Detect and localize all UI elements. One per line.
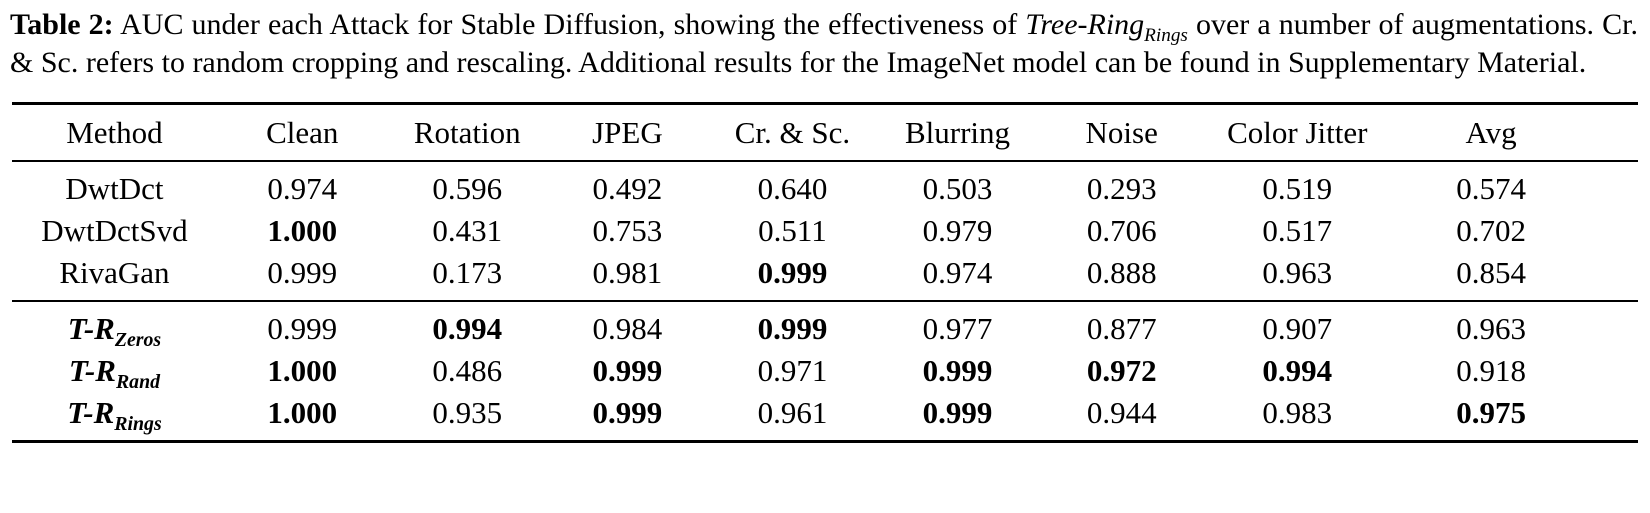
auc-value-cell: 0.596 (432, 171, 503, 206)
auc-value-cell: 0.888 (1086, 255, 1157, 290)
table-row: DwtDct 0.974 0.596 0.492 0.640 0.503 0.293 0.51… (12, 161, 1638, 210)
method-name: DwtDct (65, 171, 164, 206)
table-header-row: Method Clean Rotation JPEG Cr. & Sc. Blu… (12, 103, 1638, 162)
auc-value-cell: 1.000 (267, 213, 338, 248)
table-row: RivaGan 0.999 0.173 0.981 0.999 0.974 0.888 0.9… (12, 252, 1638, 301)
auc-value-cell: 0.999 (592, 395, 663, 430)
method-name-subscript: Rings (114, 413, 162, 436)
table-row: DwtDctSvd 1.000 0.431 0.753 0.511 0.979 0.706 0… (12, 210, 1638, 252)
table-row: T-RRand 1.000 0.486 0.999 0.971 0.999 0.972 0.9… (12, 350, 1638, 392)
auc-value-cell: 0.293 (1086, 171, 1157, 206)
auc-value-cell: 0.574 (1456, 171, 1526, 206)
auc-value-cell: 0.877 (1037, 300, 1206, 350)
auc-value-cell: 0.974 (267, 171, 338, 206)
auc-value-cell: 0.975 (1456, 395, 1526, 430)
method-name: DwtDctSvd (41, 213, 188, 248)
column-header-noise: Noise (1037, 103, 1206, 162)
column-header-clean: Clean (216, 103, 388, 162)
caption-label: Table 2: (10, 8, 114, 41)
auc-value-cell: 0.431 (432, 213, 503, 248)
auc-value-cell: 0.999 (216, 300, 388, 350)
auc-value-cell: 0.994 (1262, 353, 1333, 388)
tree-ring-methods-group: T-RZeros 0.999 0.994 0.984 0.999 0.977 0.877 0.… (12, 300, 1638, 442)
auc-value-cell: 0.702 (1456, 213, 1526, 248)
column-header-method: Method (12, 103, 217, 162)
method-name-subscript: Rand (115, 371, 161, 394)
column-header-avg: Avg (1389, 103, 1638, 162)
auc-value-cell: 0.977 (877, 300, 1038, 350)
auc-value-cell: 0.999 (757, 255, 828, 290)
column-header-blurring: Blurring (877, 103, 1038, 162)
auc-value-cell: 0.492 (592, 171, 663, 206)
column-header-rotation: Rotation (387, 103, 547, 162)
caption-text-before: AUC under each Attack for Stable Diffusi… (113, 8, 1026, 41)
auc-value-cell: 0.981 (592, 255, 663, 290)
table-row: T-RZeros 0.999 0.994 0.984 0.999 0.977 0.877 0.… (12, 300, 1638, 352)
table-caption: Table 2: AUC under each Attack for Stabl… (10, 6, 1638, 82)
auc-value-cell: 0.486 (432, 353, 503, 388)
auc-value-cell: 0.640 (757, 171, 828, 206)
auc-value-cell: 0.983 (1262, 395, 1333, 430)
caption-term: Tree-Ring (1025, 8, 1145, 41)
auc-value-cell: 0.999 (592, 353, 663, 388)
auc-value-cell: 0.979 (922, 213, 993, 248)
auc-value-cell: 0.935 (432, 395, 503, 430)
auc-value-cell: 0.999 (267, 255, 338, 290)
method-name-subscript: Zeros (114, 329, 162, 352)
auc-value-cell: 0.994 (387, 300, 547, 350)
auc-value-cell: 0.517 (1262, 213, 1333, 248)
column-header-color-jitter: Color Jitter (1205, 103, 1390, 162)
auc-value-cell: 0.918 (1456, 353, 1526, 388)
auc-value-cell: 0.963 (1262, 255, 1333, 290)
column-header-jpeg: JPEG (546, 103, 708, 162)
auc-value-cell: 0.984 (546, 300, 708, 350)
table-row: T-RRings 1.000 0.935 0.999 0.961 0.999 0.944 0.… (12, 392, 1638, 442)
auc-value-cell: 0.706 (1086, 213, 1157, 248)
auc-value-cell: 0.971 (757, 353, 828, 388)
column-header-crop-scale: Cr. & Sc. (707, 103, 877, 162)
auc-value-cell: 0.503 (922, 171, 993, 206)
caption-term-subscript: Rings (1144, 25, 1188, 46)
auc-value-cell: 0.999 (922, 395, 993, 430)
auc-value-cell: 0.519 (1262, 171, 1333, 206)
method-name: T-RRand (68, 353, 161, 394)
auc-value-cell: 0.907 (1205, 300, 1390, 350)
method-name: T-RZeros (12, 300, 217, 352)
auc-value-cell: 0.854 (1456, 255, 1526, 290)
caption-text-after: over a number of augmentations. Cr. & Sc… (10, 8, 1638, 79)
auc-value-cell: 0.511 (758, 213, 827, 248)
auc-value-cell: 0.961 (757, 395, 828, 430)
results-table: Method Clean Rotation JPEG Cr. & Sc. Blu… (12, 102, 1638, 443)
auc-value-cell: 0.173 (432, 255, 503, 290)
auc-value-cell: 0.944 (1086, 395, 1157, 430)
baseline-methods-group: DwtDct 0.974 0.596 0.492 0.640 0.503 0.293 0.51… (12, 161, 1638, 301)
auc-value-cell: 0.999 (707, 300, 877, 350)
auc-value-cell: 0.972 (1086, 353, 1157, 388)
auc-value-cell: 0.999 (922, 353, 993, 388)
auc-value-cell: 0.963 (1389, 300, 1638, 350)
auc-value-cell: 1.000 (267, 395, 338, 430)
method-name: T-RRings (67, 395, 162, 436)
auc-value-cell: 0.753 (592, 213, 663, 248)
method-name: RivaGan (59, 255, 170, 290)
auc-value-cell: 1.000 (267, 353, 338, 388)
auc-value-cell: 0.974 (922, 255, 993, 290)
